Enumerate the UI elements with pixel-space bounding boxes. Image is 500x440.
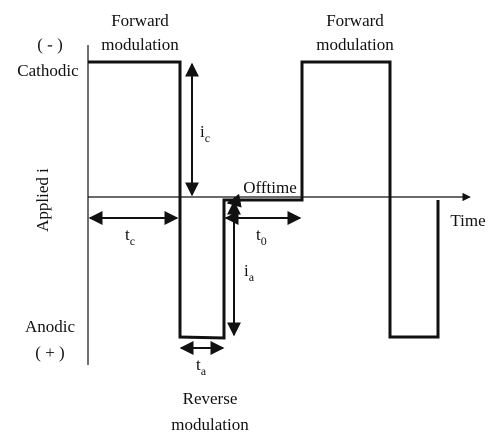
label: ( + ) — [35, 343, 64, 362]
symbol: ia — [244, 261, 255, 284]
symbol-main: t — [256, 225, 261, 244]
label: ( - ) — [37, 35, 62, 54]
symbol-sub: c — [205, 131, 210, 145]
waveform — [88, 60, 440, 340]
label: modulation — [171, 415, 249, 434]
label: modulation — [101, 35, 179, 54]
label: modulation — [316, 35, 394, 54]
symbol-sub: a — [201, 364, 207, 378]
label: Reverse — [183, 389, 238, 408]
symbol: t0 — [256, 225, 267, 248]
axis-title: Applied i — [33, 168, 52, 232]
symbol-main: i — [244, 261, 249, 280]
symbol: tc — [125, 225, 135, 248]
symbol: ta — [196, 355, 207, 378]
label: Anodic — [25, 317, 76, 336]
label: Cathodic — [17, 61, 79, 80]
symbol-main: t — [196, 355, 201, 374]
symbol-sub: c — [130, 234, 135, 248]
label: Forward — [111, 11, 169, 30]
axis-title: Time — [450, 211, 485, 230]
symbol-main: t — [125, 225, 130, 244]
symbol-sub: a — [249, 270, 255, 284]
label: Forward — [326, 11, 384, 30]
offtime-pointer — [226, 193, 245, 208]
symbol-main: i — [200, 122, 205, 141]
symbol: ic — [200, 122, 210, 145]
label: Offtime — [243, 178, 297, 197]
symbol-sub: 0 — [261, 234, 267, 248]
